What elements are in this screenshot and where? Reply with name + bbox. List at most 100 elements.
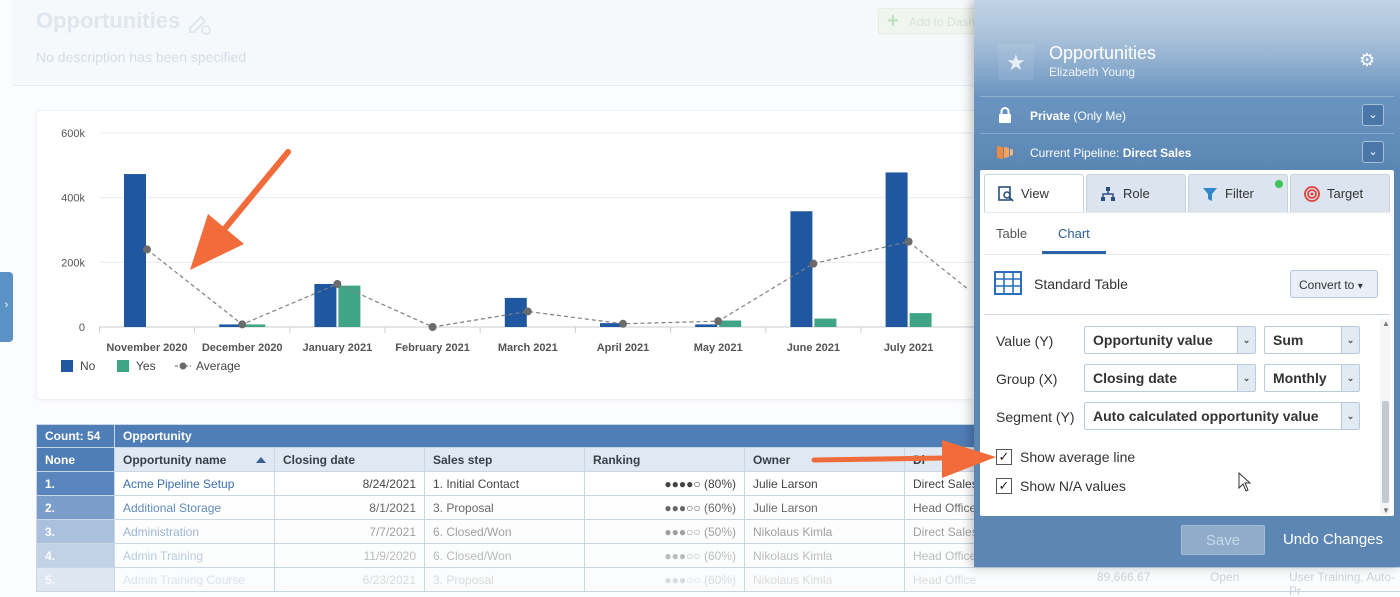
sales-step-cell: 3. Proposal	[424, 567, 585, 592]
bar-no	[219, 324, 242, 327]
tab-role[interactable]: Role	[1086, 174, 1186, 212]
bar-yes	[243, 324, 266, 327]
ranking-cell: ●●●○○ (60%)	[584, 543, 745, 568]
privacy-dropdown-button[interactable]: ⌄	[1362, 104, 1384, 126]
edit-icon[interactable]	[186, 10, 212, 36]
bar-yes	[909, 313, 932, 327]
chevron-down-icon: ⌄	[1341, 327, 1359, 353]
tab-target[interactable]: Target	[1290, 174, 1390, 212]
filter-active-indicator	[1275, 180, 1283, 188]
average-point	[904, 237, 913, 246]
opportunity-name-cell[interactable]: Administration	[114, 519, 275, 544]
add-to-dashboard-button[interactable]: + Add to Dash	[878, 8, 988, 34]
segment-y-label: Segment (Y)	[996, 409, 1075, 425]
segment-select[interactable]: Auto calculated opportunity value ⌄	[1084, 402, 1360, 430]
column-header-ranking[interactable]: Ranking	[584, 447, 745, 472]
aggregation-select[interactable]: Sum ⌄	[1264, 326, 1360, 354]
group-select-text: Closing date	[1093, 370, 1178, 386]
row-index: 5.	[36, 567, 115, 592]
opportunity-name-cell[interactable]: Admin Training	[114, 543, 275, 568]
save-button[interactable]: Save	[1181, 525, 1265, 555]
y-tick-label: 0	[79, 322, 85, 334]
opportunity-name-cell[interactable]: Acme Pipeline Setup	[114, 471, 275, 496]
scroll-down-icon[interactable]: ▼	[1382, 506, 1390, 515]
x-tick-label: December 2020	[202, 342, 283, 354]
column-header-name[interactable]: Opportunity name	[114, 447, 275, 472]
closing-date-cell: 7/7/2021	[274, 519, 425, 544]
opportunity-name-cell[interactable]: Additional Storage	[114, 495, 275, 520]
x-tick-label: June 2021	[787, 342, 840, 354]
view-type-label: Standard Table	[1034, 276, 1128, 292]
lock-icon	[999, 107, 1011, 123]
settings-scrollbar[interactable]: ▲ ▼	[1380, 319, 1390, 515]
expand-sidebar-tab[interactable]: ›	[0, 272, 13, 342]
column-header-none[interactable]: None	[36, 447, 115, 472]
column-header-sales-step[interactable]: Sales step	[424, 447, 585, 472]
group-select[interactable]: Closing date ⌄	[1084, 364, 1256, 392]
tab-role-label: Role	[1123, 186, 1150, 201]
column-header-closing-date[interactable]: Closing date	[274, 447, 425, 472]
pipeline-dropdown-button[interactable]: ⌄	[1362, 141, 1384, 163]
table-row[interactable]: 5. Admin Training Course 6/23/2021 3. Propo…	[36, 567, 1400, 592]
privacy-value: Private	[1030, 109, 1071, 123]
undo-changes-button[interactable]: Undo Changes	[1282, 531, 1384, 548]
faint-value: 89,666.67	[1097, 570, 1151, 584]
scroll-up-icon[interactable]: ▲	[1382, 319, 1390, 328]
panel-header: ★ Opportunities Elizabeth Young ⚙	[974, 0, 1400, 96]
value-select[interactable]: Opportunity value ⌄	[1084, 326, 1256, 354]
settings-tabs: View Role Filter	[984, 174, 1390, 212]
favorite-button[interactable]: ★	[998, 44, 1034, 80]
value-y-label: Value (Y)	[996, 333, 1054, 349]
legend-point-average	[179, 362, 187, 370]
average-point	[428, 323, 437, 331]
x-tick-label: April 2021	[597, 342, 650, 354]
panel-owner: Elizabeth Young	[1049, 65, 1136, 79]
ranking-cell: ●●●○○ (60%)	[584, 495, 745, 520]
subtab-table[interactable]: Table	[996, 226, 1028, 241]
period-select[interactable]: Monthly ⌄	[1264, 364, 1360, 392]
y-tick-label: 400k	[61, 193, 85, 205]
column-header-owner[interactable]: Owner	[744, 447, 905, 472]
show-average-checkbox[interactable]: ✓	[996, 449, 1012, 465]
gear-icon[interactable]: ⚙	[1359, 50, 1376, 70]
average-point	[333, 279, 342, 288]
legend-label-average: Average	[196, 359, 241, 373]
bar-no	[314, 283, 337, 327]
segment-select-text: Auto calculated opportunity value	[1093, 408, 1319, 424]
convert-to-label: Convert to	[1299, 278, 1355, 292]
panel-body: View Role Filter	[980, 170, 1394, 516]
average-point	[714, 317, 723, 326]
privacy-row[interactable]: Private (Only Me) ⌄	[980, 96, 1394, 133]
sales-step-cell: 6. Closed/Won	[424, 519, 585, 544]
convert-to-button[interactable]: Convert to ▾	[1290, 270, 1378, 298]
role-hierarchy-icon	[1101, 187, 1115, 201]
sales-step-cell: 6. Closed/Won	[424, 543, 585, 568]
closing-date-cell: 11/9/2020	[274, 543, 425, 568]
count-header: Count: 54	[36, 424, 115, 448]
page-title: Opportunities	[36, 8, 181, 33]
chevron-down-icon: ⌄	[1341, 403, 1359, 429]
pipeline-value: Direct Sales	[1122, 146, 1192, 160]
opportunity-name-cell[interactable]: Admin Training Course	[114, 567, 275, 592]
bar-no	[504, 297, 527, 327]
bar-yes	[814, 318, 837, 327]
bar-no	[695, 324, 718, 327]
show-na-checkbox[interactable]: ✓	[996, 478, 1012, 494]
chart-settings-scroll[interactable]: Value (Y) Opportunity value ⌄ Sum ⌄ Group …	[984, 314, 1390, 515]
pipeline-row[interactable]: Current Pipeline: Direct Sales ⌄	[980, 133, 1394, 170]
pipeline-prefix: Current Pipeline:	[1030, 146, 1120, 160]
add-to-dashboard-label: Add to Dash	[909, 15, 976, 29]
tab-view[interactable]: View	[984, 174, 1084, 212]
tab-filter[interactable]: Filter	[1188, 174, 1288, 212]
view-type-row: Standard Table Convert to ▾	[984, 254, 1390, 314]
legend-swatch-yes	[117, 360, 129, 372]
subtab-chart[interactable]: Chart	[1058, 226, 1090, 241]
view-settings-panel: ★ Opportunities Elizabeth Young ⚙ Privat…	[974, 0, 1400, 567]
x-tick-label: January 2021	[303, 342, 373, 354]
ranking-cell: ●●●●○ (80%)	[584, 471, 745, 496]
x-tick-label: May 2021	[694, 342, 743, 354]
period-select-text: Monthly	[1273, 370, 1327, 386]
legend-label-no: No	[80, 359, 96, 373]
scroll-thumb[interactable]	[1382, 401, 1389, 503]
bar-yes	[338, 285, 361, 327]
